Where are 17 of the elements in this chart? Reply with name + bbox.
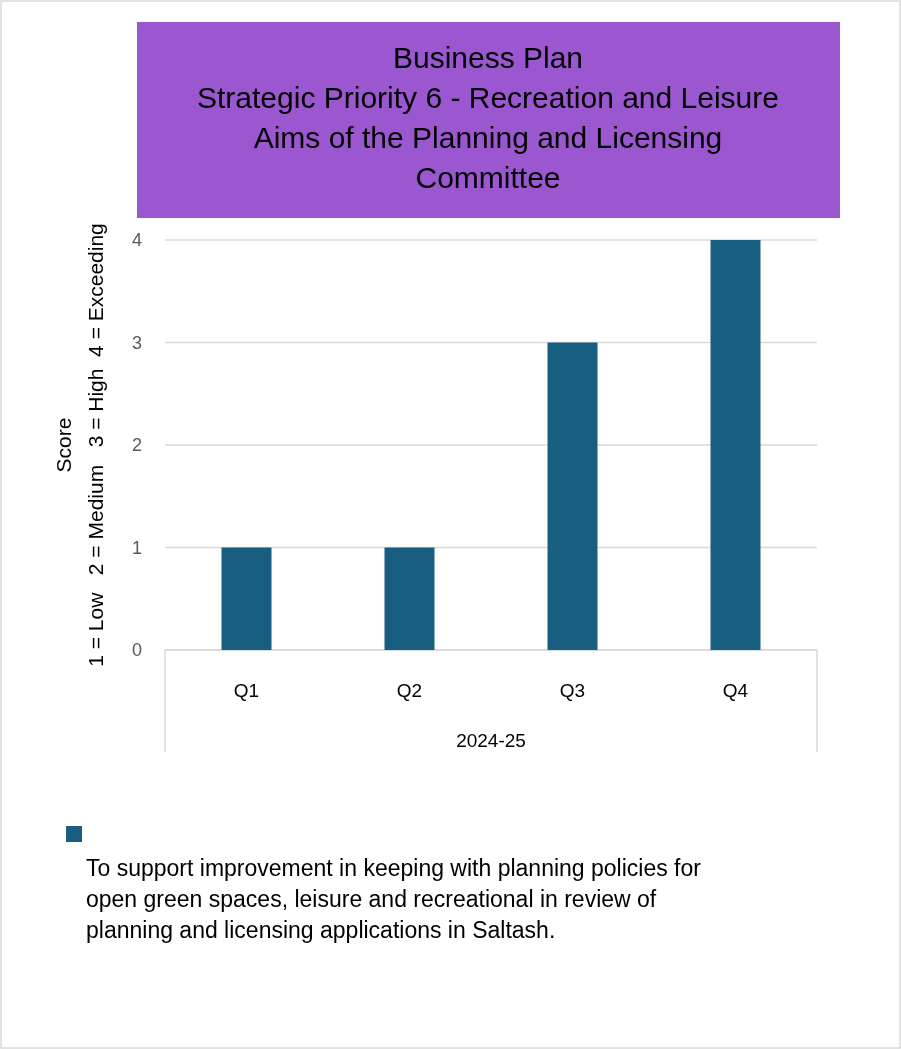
y-tick-label: 3 xyxy=(131,332,142,353)
y-tick-label: 0 xyxy=(131,640,142,661)
x-axis-title: 2024-25 xyxy=(456,730,526,751)
x-tick-label: Q2 xyxy=(396,680,423,701)
bar xyxy=(547,342,598,650)
x-tick-label: Q3 xyxy=(559,680,586,701)
x-tick-label: Q4 xyxy=(722,680,749,701)
bar xyxy=(221,547,272,650)
legend-label: To support improvement in keeping with planning policies for open green spaces, leisure and recreational in review of planning and licensing applications in Saltash. xyxy=(86,855,702,943)
y-tick-label: 4 xyxy=(131,230,142,251)
bar xyxy=(384,547,435,650)
y-tick-label: 2 xyxy=(131,435,142,456)
y-tick-label: 1 xyxy=(131,537,142,558)
x-tick-label: Q1 xyxy=(233,680,260,701)
chart-title: Business Plan Strategic Priority 6 - Recreation and Leisure Aims of the Planning and Licensing Committee xyxy=(197,41,779,194)
bar xyxy=(710,240,761,650)
y-axis-title: Score 1 = Low 2 = Medium 3 = High 4 = Exceeding xyxy=(52,223,107,667)
